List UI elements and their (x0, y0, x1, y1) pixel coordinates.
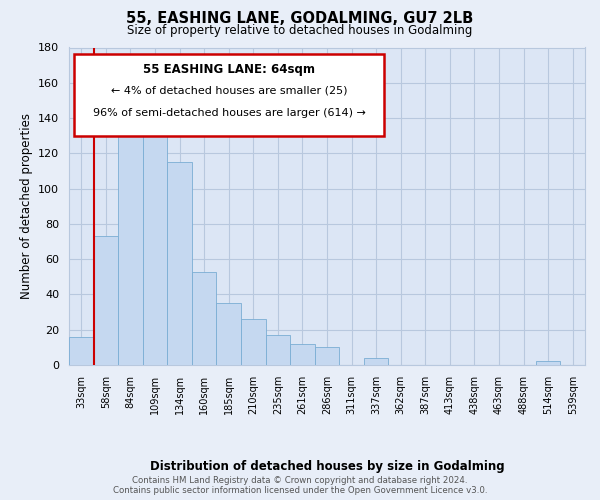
Bar (94, 236, 118, 365)
Bar (143, 104, 167, 365)
Bar (69, 337, 94, 365)
Bar (192, 272, 217, 365)
Text: 96% of semi-detached houses are larger (614) →: 96% of semi-detached houses are larger (… (92, 108, 365, 118)
Bar (290, 344, 315, 365)
Bar (266, 335, 290, 365)
Bar (364, 358, 388, 365)
Text: Contains HM Land Registry data © Crown copyright and database right 2024.: Contains HM Land Registry data © Crown c… (132, 476, 468, 485)
Text: Contains public sector information licensed under the Open Government Licence v3: Contains public sector information licen… (113, 486, 487, 495)
Bar (217, 304, 241, 365)
Text: 55 EASHING LANE: 64sqm: 55 EASHING LANE: 64sqm (143, 64, 315, 76)
Bar (118, 134, 143, 365)
Text: ← 4% of detached houses are smaller (25): ← 4% of detached houses are smaller (25) (111, 86, 347, 96)
Y-axis label: Number of detached properties: Number of detached properties (20, 114, 32, 299)
Text: Size of property relative to detached houses in Godalming: Size of property relative to detached ho… (127, 24, 473, 37)
Text: Distribution of detached houses by size in Godalming: Distribution of detached houses by size … (149, 460, 505, 473)
Bar (241, 319, 266, 365)
Text: 55, EASHING LANE, GODALMING, GU7 2LB: 55, EASHING LANE, GODALMING, GU7 2LB (127, 11, 473, 26)
Bar (536, 362, 560, 365)
Bar (315, 348, 339, 365)
FancyBboxPatch shape (74, 54, 384, 136)
Bar (167, 162, 192, 365)
